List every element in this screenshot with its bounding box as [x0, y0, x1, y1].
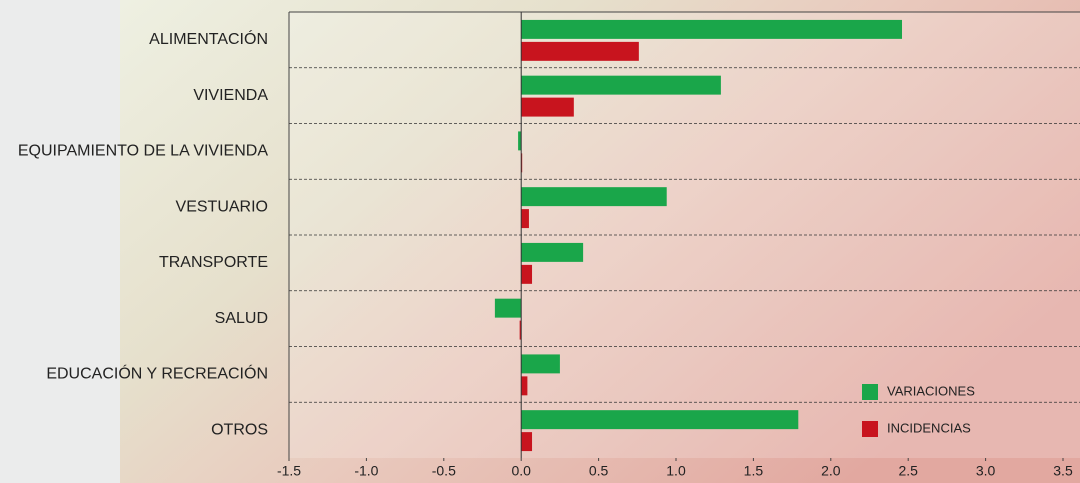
category-label: VESTUARIO — [176, 198, 268, 215]
bar — [521, 354, 560, 374]
x-tick-label: -1.0 — [354, 463, 378, 479]
x-tick-label: 3.0 — [976, 463, 996, 479]
legend-swatch — [862, 421, 878, 437]
x-tick-label: 2.0 — [821, 463, 841, 479]
bar — [521, 41, 639, 61]
category-label: EDUCACIÓN Y RECREACIÓN — [46, 364, 268, 383]
category-label: EQUIPAMIENTO DE LA VIVIENDA — [18, 143, 268, 160]
bar — [521, 97, 574, 117]
category-label: SALUD — [215, 310, 268, 327]
bar — [521, 242, 584, 262]
bar — [521, 209, 529, 229]
bar — [494, 298, 522, 318]
bar — [521, 376, 528, 396]
x-tick-label: 3.5 — [1053, 463, 1073, 479]
bar — [518, 131, 522, 151]
bar — [521, 432, 533, 452]
x-tick-label: 1.0 — [666, 463, 686, 479]
x-tick-label: 1.5 — [744, 463, 764, 479]
x-tick-label: 0.5 — [589, 463, 609, 479]
bar — [521, 19, 903, 39]
bar — [521, 75, 721, 95]
x-tick-label: 0.0 — [511, 463, 531, 479]
bar — [521, 187, 667, 207]
legend-swatch — [862, 384, 878, 400]
x-tick-label: -0.5 — [432, 463, 456, 479]
x-tick-label: -1.5 — [277, 463, 301, 479]
bar — [519, 320, 522, 340]
category-label: VIVIENDA — [193, 87, 268, 104]
bar — [521, 410, 799, 430]
category-label: OTROS — [211, 421, 268, 438]
category-label: TRANSPORTE — [159, 254, 268, 271]
category-label: ALIMENTACIÓN — [149, 29, 268, 48]
bar — [521, 264, 533, 284]
legend-label: INCIDENCIAS — [887, 420, 971, 435]
x-tick-label: 2.5 — [898, 463, 918, 479]
legend-label: VARIACIONES — [887, 383, 975, 398]
